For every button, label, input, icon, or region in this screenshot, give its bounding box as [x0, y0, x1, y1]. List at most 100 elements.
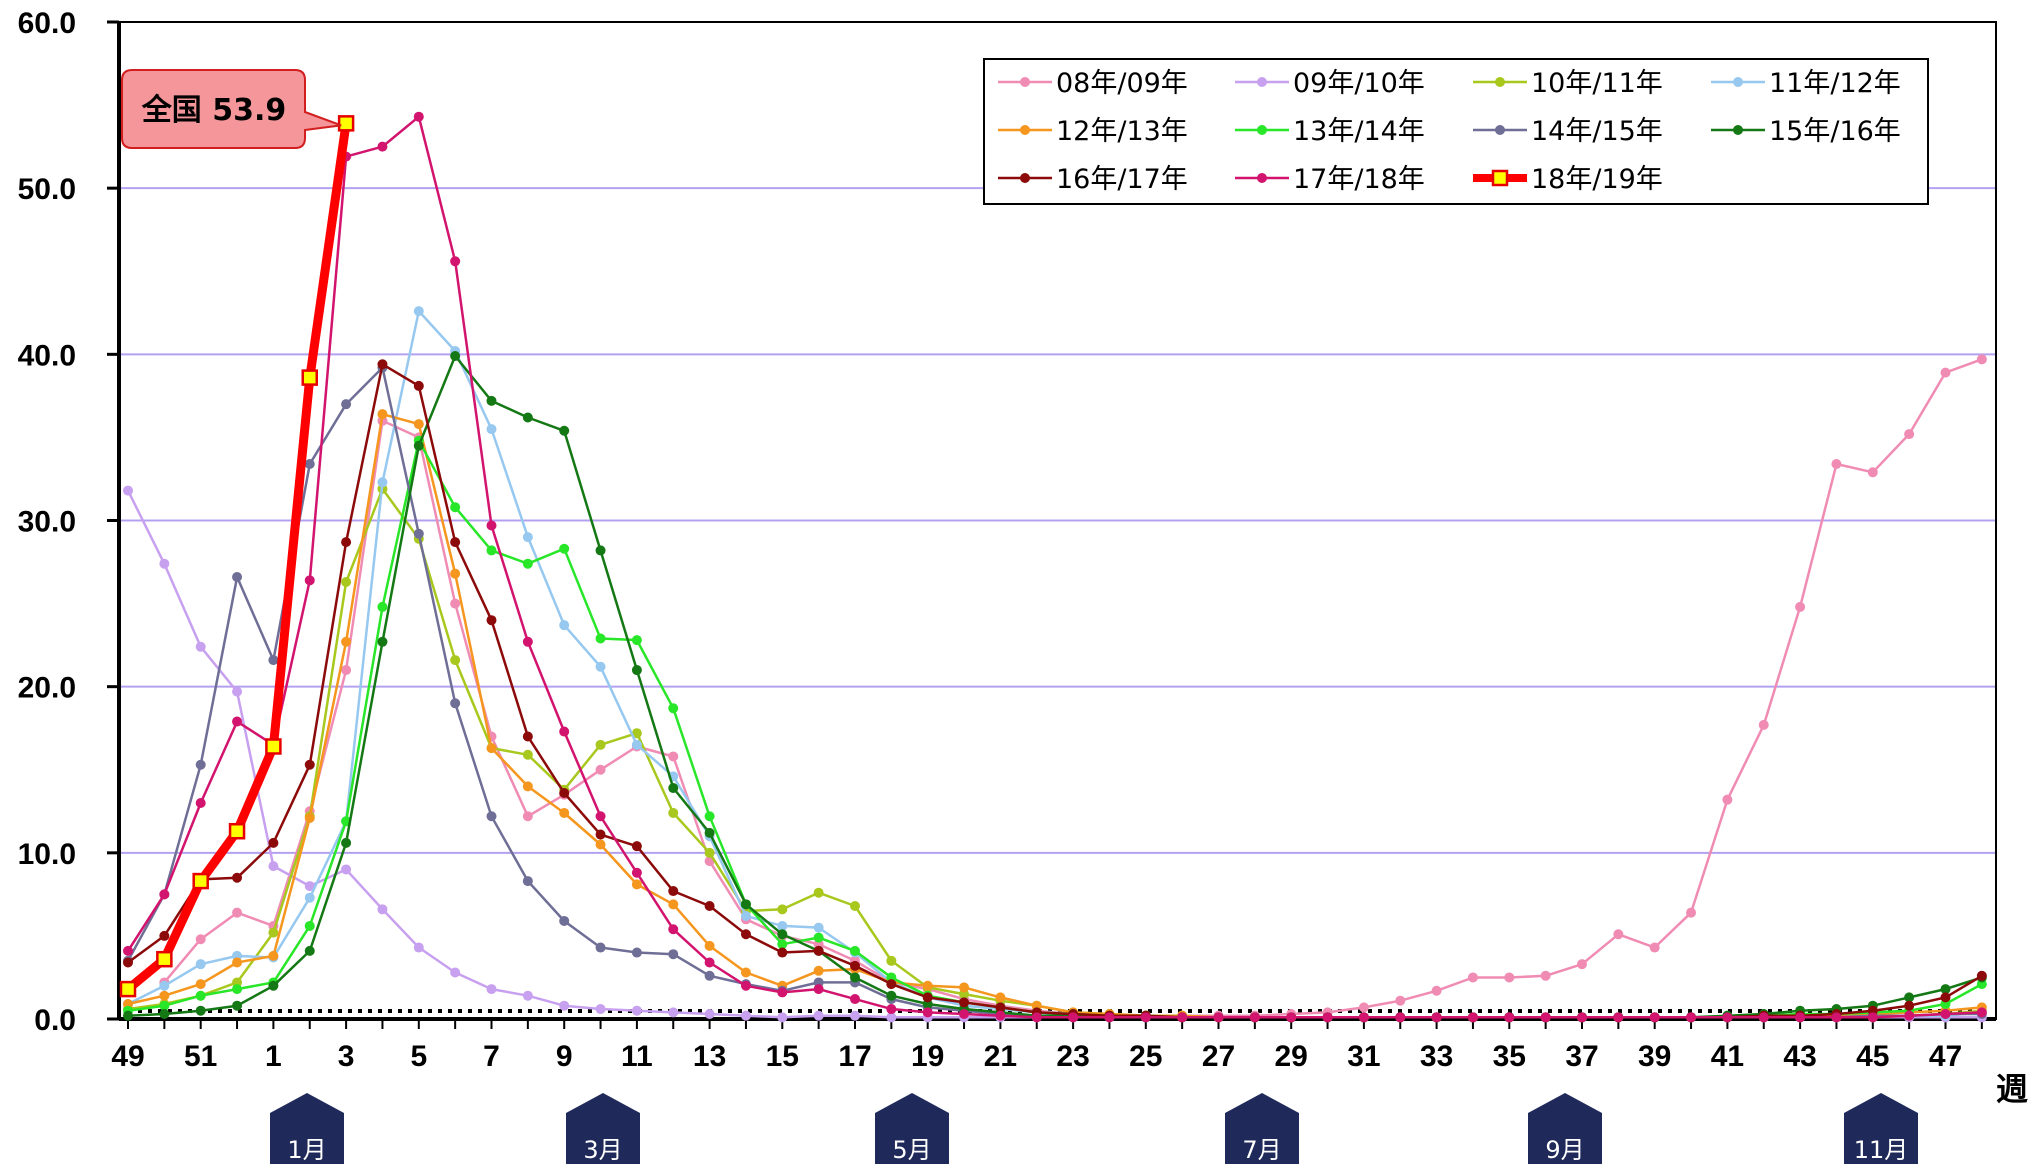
- series-point: [850, 945, 860, 956]
- x-tick-label: 5: [410, 1040, 427, 1073]
- series-point: [304, 575, 315, 586]
- series-point: [1758, 719, 1769, 730]
- x-tick-label: 35: [1493, 1040, 1526, 1073]
- series-point: [1068, 1012, 1079, 1023]
- series-point: [301, 369, 318, 386]
- series-point: [159, 990, 170, 1001]
- month-marker: 7月: [1225, 1093, 1299, 1164]
- series-point: [522, 636, 533, 647]
- legend-marker: [1733, 77, 1743, 87]
- series-point: [631, 728, 642, 739]
- series-point: [522, 749, 533, 760]
- series-point: [959, 997, 970, 1008]
- series-point: [813, 984, 824, 995]
- series-point: [1358, 1002, 1369, 1013]
- series-point: [777, 947, 788, 958]
- x-tick-label: 3: [338, 1040, 355, 1073]
- series-point: [559, 915, 570, 926]
- series-point: [559, 726, 570, 737]
- series-point: [123, 485, 133, 496]
- series-point: [1940, 367, 1951, 378]
- series-point: [1213, 1012, 1224, 1023]
- series-point: [119, 980, 137, 998]
- series-18年/19年: [119, 115, 355, 998]
- series-point: [595, 545, 606, 556]
- series-point: [1758, 1012, 1769, 1023]
- series-point: [850, 1010, 860, 1021]
- series-point: [777, 904, 788, 915]
- series-point: [813, 887, 824, 898]
- series-point: [195, 1005, 206, 1016]
- series-point: [486, 811, 497, 822]
- series-point: [1031, 1012, 1042, 1023]
- callout-bubble: [121, 69, 342, 149]
- legend-marker: [1257, 173, 1267, 183]
- legend-box: [983, 58, 1929, 205]
- legend-item: 09年/10年: [1235, 68, 1425, 99]
- series-point: [850, 994, 860, 1005]
- series-point: [1467, 1012, 1478, 1023]
- series-point: [631, 739, 642, 750]
- series-point: [1395, 995, 1406, 1006]
- series-point: [631, 665, 642, 676]
- series-point: [195, 979, 206, 990]
- series-point: [159, 1000, 170, 1011]
- month-label: 3月: [583, 1136, 622, 1164]
- series-point: [159, 930, 170, 941]
- series-point: [595, 942, 606, 953]
- x-tick-label: 41: [1711, 1040, 1744, 1073]
- series-point: [341, 837, 352, 848]
- series-point: [813, 965, 824, 976]
- series-point: [1613, 929, 1624, 940]
- series-point: [450, 256, 461, 267]
- legend-label: 11年/12年: [1769, 68, 1901, 99]
- series-point: [1940, 984, 1951, 995]
- x-tick-label: 17: [838, 1040, 871, 1073]
- series-point: [522, 558, 533, 569]
- series-point: [486, 424, 497, 435]
- series-point: [740, 1010, 751, 1021]
- series-point: [559, 1000, 570, 1011]
- series-point: [232, 686, 243, 697]
- series-point: [559, 788, 570, 799]
- x-tick-label: 25: [1129, 1040, 1162, 1073]
- x-tick-label: 15: [766, 1040, 799, 1073]
- y-tick-label: 60.0: [18, 7, 76, 40]
- month-badge: [566, 1093, 640, 1164]
- series-line: [126, 366, 1982, 1019]
- series-point: [813, 1010, 824, 1021]
- series-point: [595, 739, 606, 750]
- series-point: [195, 797, 206, 808]
- series-point: [156, 950, 173, 968]
- legend-marker: [1495, 77, 1505, 87]
- series-point: [341, 537, 352, 548]
- legend-item: 17年/18年: [1235, 164, 1425, 195]
- legend-marker: [1020, 125, 1030, 135]
- series-point: [486, 395, 497, 406]
- series-point: [232, 907, 243, 918]
- series-point: [813, 945, 824, 956]
- series-point: [1540, 970, 1551, 981]
- month-label: 9月: [1545, 1136, 1584, 1164]
- x-tick-label: 29: [1275, 1040, 1308, 1073]
- series-point: [704, 970, 715, 981]
- series-point: [1177, 1012, 1188, 1023]
- series-line: [127, 439, 1983, 1019]
- series-point: [668, 703, 679, 714]
- series-point: [1940, 992, 1951, 1003]
- series-point: [522, 731, 533, 742]
- series-point: [631, 841, 642, 852]
- legend-label: 17年/18年: [1293, 164, 1425, 195]
- y-tick-label: 10.0: [18, 838, 76, 871]
- series-point: [668, 899, 679, 910]
- series-point: [450, 568, 461, 579]
- x-tick-label: 37: [1565, 1040, 1598, 1073]
- series-point: [668, 924, 679, 935]
- series-point: [486, 984, 497, 995]
- series-point: [813, 922, 824, 933]
- series-point: [886, 955, 897, 966]
- series-point: [1867, 467, 1878, 478]
- series-point: [668, 1007, 679, 1018]
- series-point: [268, 980, 279, 991]
- series-point: [740, 929, 751, 940]
